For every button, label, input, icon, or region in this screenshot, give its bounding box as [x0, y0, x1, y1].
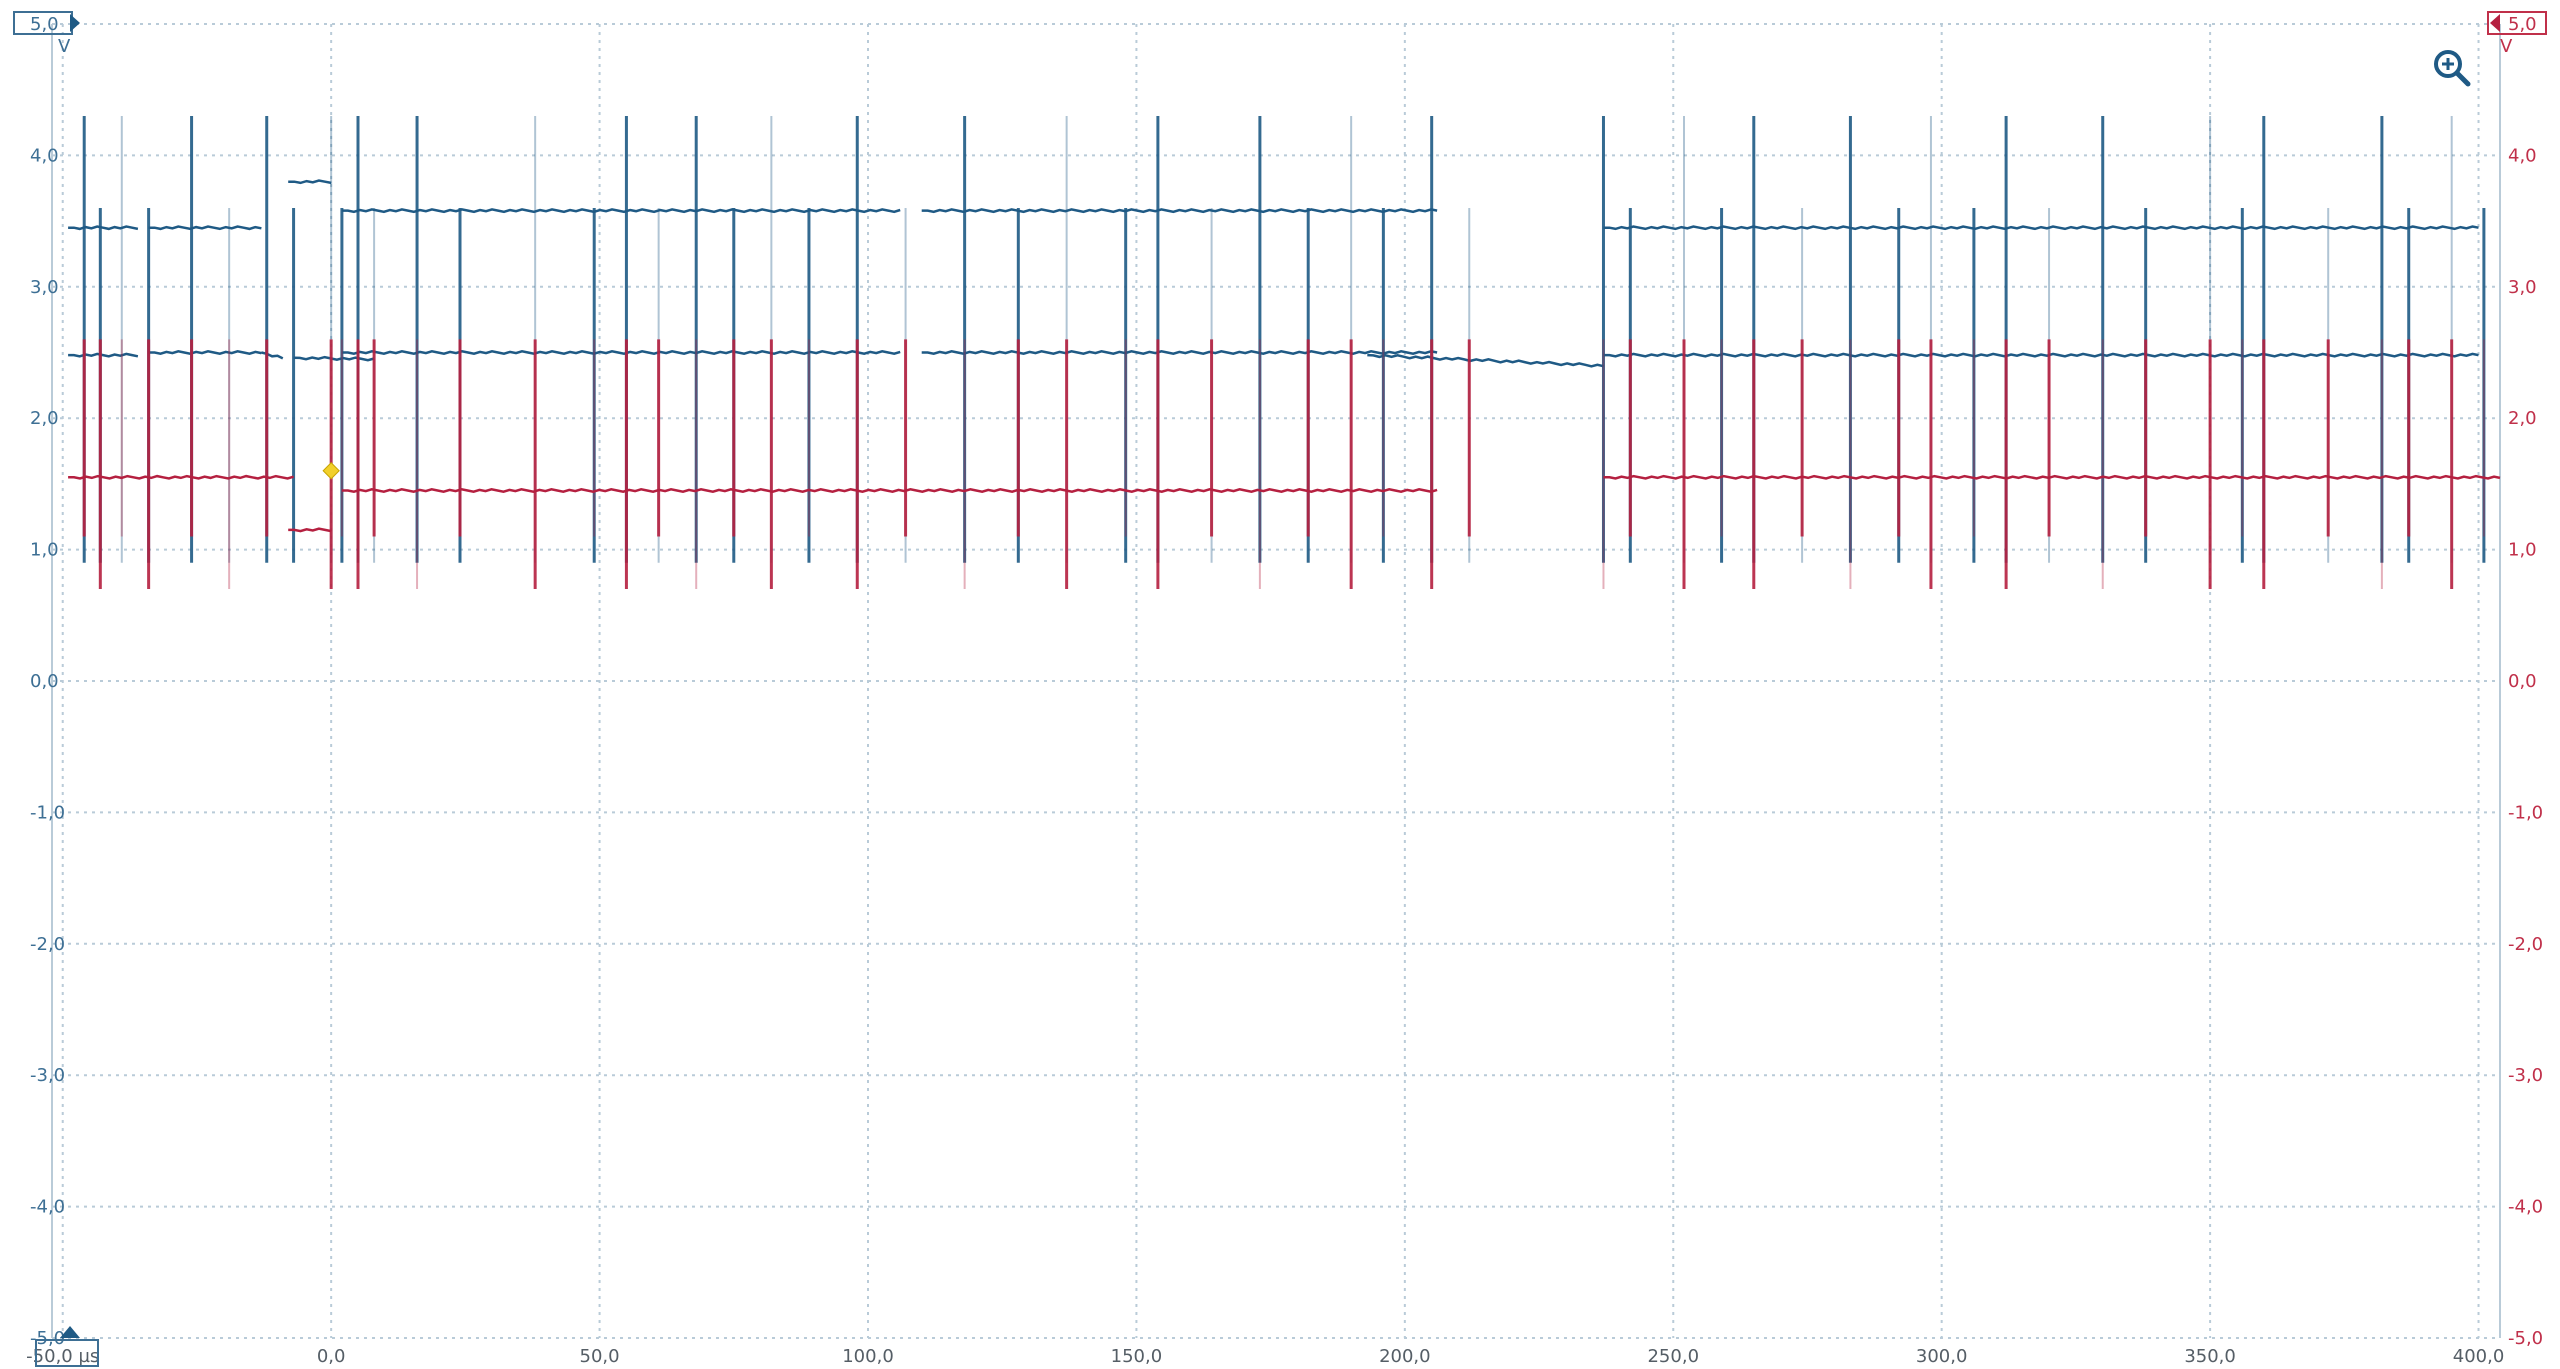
- right-tick-label: -2,0: [2508, 934, 2543, 955]
- trace-level: [148, 350, 262, 355]
- left-tick-label: 0,0: [30, 671, 59, 692]
- trigger-marker[interactable]: [322, 462, 340, 480]
- right-tick-label: 5,0: [2508, 14, 2537, 35]
- trace-level: [68, 474, 294, 480]
- left-tick-label: 3,0: [30, 277, 59, 298]
- left-tick-label: -1,0: [30, 802, 65, 823]
- x-tick-label: 400,0: [2453, 1346, 2505, 1367]
- right-tick-label: -4,0: [2508, 1197, 2543, 1218]
- x-tick-label: 150,0: [1111, 1346, 1163, 1367]
- trace-level: [1603, 352, 2479, 358]
- x-tick-label: 350,0: [2184, 1346, 2236, 1367]
- left-tick-label: -2,0: [30, 934, 65, 955]
- x-tick-label: 50,0: [580, 1346, 620, 1367]
- left-tick-label: 2,0: [30, 408, 59, 429]
- x-tick-label: 250,0: [1647, 1346, 1699, 1367]
- trace-level: [293, 355, 375, 362]
- trace-level: [288, 179, 332, 185]
- x-tick-label: 0,0: [317, 1346, 346, 1367]
- trace-level: [341, 208, 901, 214]
- left-tick-label: 5,0: [30, 14, 59, 35]
- right-tick-label: 0,0: [2508, 671, 2537, 692]
- left-tick-label: -3,0: [30, 1065, 65, 1086]
- right-axis-unit: V: [2500, 36, 2513, 57]
- right-tick-label: 3,0: [2508, 277, 2537, 298]
- x-tick-label: -50,0 µs: [26, 1346, 99, 1367]
- left-axis-unit: V: [58, 36, 71, 57]
- channel-a-scale-marker[interactable]: [13, 11, 80, 35]
- trace-level: [68, 352, 139, 358]
- right-tick-label: 1,0: [2508, 540, 2537, 561]
- left-tick-label: -5,0: [30, 1328, 65, 1349]
- right-tick-label: -5,0: [2508, 1328, 2543, 1349]
- trace-level: [261, 351, 284, 360]
- x-tick-label: 100,0: [842, 1346, 894, 1367]
- left-axis-ticks: 5,0 4,0 3,0 2,0 1,0 0,0 -1,0 -2,0 -3,0 -4,0 -5,0: [30, 14, 65, 1349]
- right-tick-label: -1,0: [2508, 802, 2543, 823]
- right-axis-ticks: 5,0 4,0 3,0 2,0 1,0 0,0 -1,0 -2,0 -3,0 -4,0 -5,0: [2508, 14, 2543, 1349]
- trace-level: [1603, 225, 2479, 231]
- x-axis-ticks: -50,0 µs 0,0 50,0 100,0 150,0 200,0 250,0 300,0…: [26, 1346, 2504, 1367]
- zoom-in-icon[interactable]: [2434, 50, 2471, 87]
- right-tick-label: 2,0: [2508, 408, 2537, 429]
- channel-b-scale-marker[interactable]: [2487, 11, 2547, 35]
- right-tick-label: -3,0: [2508, 1065, 2543, 1086]
- trace-level: [921, 208, 1438, 214]
- x-tick-label: 300,0: [1916, 1346, 1968, 1367]
- right-tick-label: 4,0: [2508, 145, 2537, 166]
- trace-level: [68, 225, 139, 231]
- left-tick-label: 4,0: [30, 145, 59, 166]
- left-tick-label: 1,0: [30, 540, 59, 561]
- trace-level: [1367, 353, 1604, 368]
- trace-level: [341, 350, 901, 355]
- left-tick-label: -4,0: [30, 1197, 65, 1218]
- x-tick-label: 200,0: [1379, 1346, 1431, 1367]
- trace-level: [148, 225, 262, 231]
- trace-level: [341, 488, 1438, 493]
- ground-marker[interactable]: [35, 1326, 99, 1367]
- grid-lines: [51, 23, 2501, 1339]
- waveform-traces: [68, 115, 2501, 590]
- trace-level: [288, 527, 332, 533]
